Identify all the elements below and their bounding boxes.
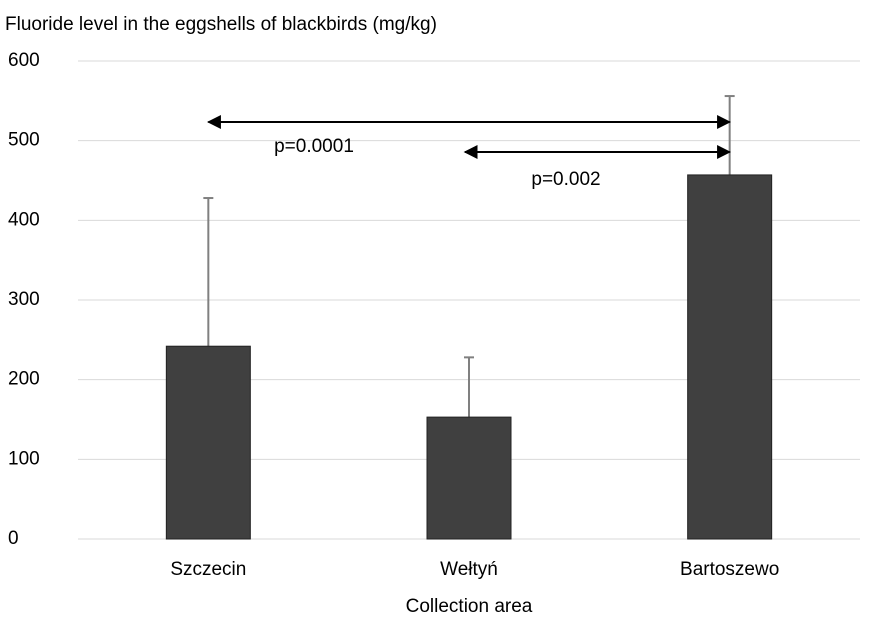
y-tick-label: 0 (8, 528, 19, 549)
bar (165, 345, 251, 540)
y-tick-label: 300 (8, 289, 40, 310)
chart-title: Fluoride level in the eggshells of black… (5, 14, 437, 35)
annotation: p=0.0001 (274, 136, 354, 157)
y-tick-label: 400 (8, 209, 40, 230)
x-tick-label: Wełtyń (440, 559, 498, 580)
x-tick-label: Szczecin (170, 559, 246, 580)
bar (687, 174, 773, 540)
annotation: p=0.002 (531, 169, 600, 190)
x-axis-label: Collection area (406, 596, 533, 617)
y-tick-label: 200 (8, 369, 40, 390)
y-tick-label: 500 (8, 130, 40, 151)
y-tick-label: 600 (8, 50, 40, 71)
y-tick-label: 100 (8, 448, 40, 469)
bar (426, 416, 512, 540)
x-tick-label: Bartoszewo (680, 559, 779, 580)
